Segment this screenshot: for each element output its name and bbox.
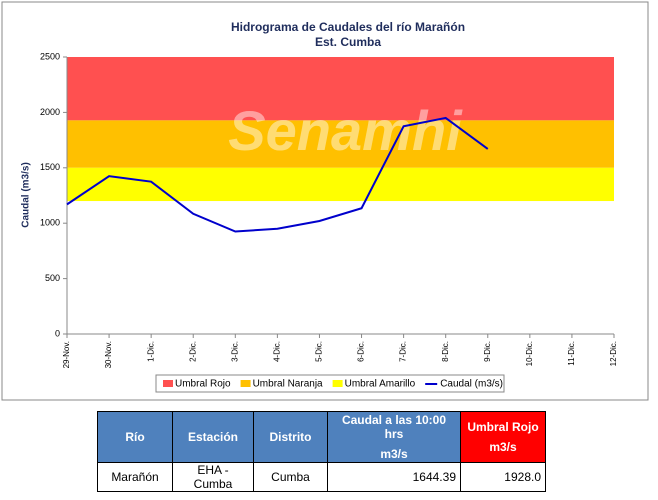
legend-label: Caudal (m3/s) (440, 379, 503, 390)
header-text: Distrito (269, 430, 312, 444)
header-cell: Río (97, 411, 173, 463)
y-tick-label: 1500 (40, 162, 60, 172)
y-tick-label: 2500 (40, 51, 60, 61)
y-tick-label: 500 (45, 273, 60, 283)
legend-swatch (332, 380, 343, 387)
legend-swatch (240, 380, 251, 387)
x-tick-label: 11-Dic. (567, 341, 576, 366)
chart-title: Hidrograma de Caudales del río Marañón (231, 20, 465, 34)
x-tick-label: 30-Nov. (104, 341, 113, 368)
header-cell: Caudal a las 10:00 hrs m3/s (327, 411, 461, 463)
header-cell: Distrito (253, 411, 328, 463)
x-tick-label: 2-Dic. (188, 341, 197, 362)
chart-subtitle: Est. Cumba (315, 35, 381, 49)
legend-swatch (163, 380, 173, 387)
legend-frame (155, 374, 505, 393)
y-axis-label: Caudal (m3/s) (21, 162, 32, 228)
x-tick-label: 5-Dic. (315, 341, 324, 362)
table-cell: Cumba (253, 462, 328, 492)
line-series (66, 116, 489, 233)
x-tick-label: 12-Dic. (609, 341, 618, 366)
table-cell: 1644.39 (327, 462, 461, 492)
y-tick-label: 0 (55, 328, 60, 338)
chart: Hidrograma de Caudales del río Marañón E… (1, 1, 649, 401)
table-row: Marañón EHA - Cumba Cumba 1644.39 1928.0 (97, 462, 546, 492)
x-tick-label: 10-Dic. (525, 341, 534, 366)
table-cell: Marañón (97, 462, 173, 492)
x-tick-label: 29-Nov. (62, 341, 71, 368)
header-text: m3/s (380, 447, 408, 461)
legend-label: Umbral Amarillo (345, 379, 416, 390)
y-tick-label: 2000 (40, 107, 60, 117)
threshold-band (67, 57, 614, 121)
x-tick-label: 9-Dic. (483, 341, 492, 362)
table-cell: EHA - Cumba (172, 462, 254, 492)
legend: Umbral Rojo Umbral Naranja Umbral Amarillo… (155, 374, 505, 393)
header-text: Estación (187, 430, 238, 444)
header-cell: Estación (172, 411, 254, 463)
x-tick-label: 8-Dic. (441, 341, 450, 362)
header-cell: Umbral Rojo m3/s (460, 411, 546, 463)
threshold-band (67, 167, 614, 202)
x-tick-label: 1-Dic. (146, 341, 155, 362)
table-header: Río Estación Distrito Caudal a las 10:00 hr… (97, 411, 546, 463)
header-text: Río (125, 430, 145, 444)
watermark: Senamhi (228, 99, 463, 162)
x-tick-label: 6-Dic. (357, 341, 366, 362)
header-text: m3/s (489, 440, 517, 454)
header-text: Umbral Rojo (467, 420, 539, 434)
data-table: Río Estación Distrito Caudal a las 10:00 hr… (97, 411, 546, 492)
x-tick-label: 3-Dic. (230, 341, 239, 362)
table-cell: 1928.0 (460, 462, 546, 492)
legend-label: Umbral Rojo (175, 379, 231, 390)
header-text: Caudal a las 10:00 hrs (341, 413, 447, 441)
legend-label: Umbral Naranja (253, 379, 323, 390)
threshold-band (67, 120, 614, 168)
x-tick-label: 4-Dic. (272, 341, 281, 362)
y-tick-label: 1000 (40, 218, 60, 228)
x-tick-label: 7-Dic. (399, 341, 408, 362)
